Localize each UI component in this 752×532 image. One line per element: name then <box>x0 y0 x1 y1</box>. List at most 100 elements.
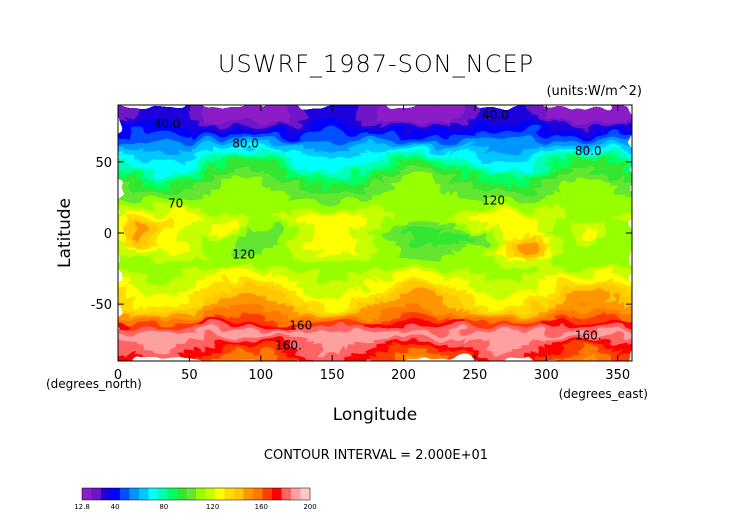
heatmap-cell <box>143 160 153 166</box>
heatmap-cell <box>280 169 290 174</box>
heatmap-cell <box>323 224 333 230</box>
heatmap-cell <box>597 331 607 336</box>
heatmap-cell <box>417 147 427 153</box>
heatmap-cell <box>297 109 308 115</box>
heatmap-cell <box>237 250 248 255</box>
heatmap-cell <box>503 288 513 294</box>
heatmap-cell <box>357 267 368 272</box>
heatmap-cell <box>589 139 599 144</box>
heatmap-cell <box>255 203 265 208</box>
heatmap-cell <box>503 181 513 187</box>
heatmap-cell <box>272 134 282 140</box>
heatmap-cell <box>340 254 350 260</box>
heatmap-cell <box>195 156 205 162</box>
heatmap-cell <box>546 190 556 196</box>
heatmap-cell <box>494 292 505 298</box>
heatmap-cell <box>614 301 625 307</box>
heatmap-cell <box>272 177 282 183</box>
heatmap-cell <box>503 211 513 217</box>
heatmap-cell <box>366 207 376 213</box>
heatmap-cell <box>443 177 453 183</box>
heatmap-cell <box>332 220 342 226</box>
heatmap-cell <box>494 198 505 204</box>
heatmap-cell <box>580 147 590 153</box>
heatmap-cell <box>203 198 213 204</box>
heatmap-cell <box>349 173 359 179</box>
heatmap-cell <box>366 143 376 149</box>
heatmap-cell <box>255 245 265 251</box>
heatmap-cell <box>392 151 402 157</box>
heatmap-cell <box>349 237 359 243</box>
heatmap-cell <box>135 194 145 200</box>
heatmap-cell <box>443 309 453 315</box>
heatmap-cell <box>563 245 573 251</box>
heatmap-cell <box>306 309 316 315</box>
heatmap-cell <box>349 318 359 324</box>
heatmap-cell <box>494 343 505 349</box>
heatmap-cell <box>246 279 256 285</box>
heatmap-cell <box>229 331 239 336</box>
heatmap-cell <box>135 134 145 140</box>
heatmap-cell <box>289 339 299 345</box>
heatmap-cell <box>229 113 239 119</box>
heatmap-cell <box>537 220 547 226</box>
heatmap-cell <box>195 164 205 170</box>
heatmap-cell <box>237 224 248 230</box>
heatmap-cell <box>623 318 632 324</box>
heatmap-cell <box>563 348 573 354</box>
heatmap-cell <box>434 143 445 149</box>
heatmap-cell <box>160 314 170 319</box>
heatmap-cell <box>520 198 530 204</box>
heatmap-cell <box>434 314 445 319</box>
heatmap-cell <box>195 271 205 277</box>
heatmap-cell <box>237 160 248 166</box>
heatmap-cell <box>460 241 470 247</box>
heatmap-cell <box>323 198 333 204</box>
heatmap-cell <box>589 335 599 341</box>
heatmap-cell <box>606 147 616 153</box>
heatmap-cell <box>195 305 205 311</box>
heatmap-cell <box>572 292 582 298</box>
heatmap-cell <box>349 335 359 341</box>
units-label: (units:W/m^2) <box>546 84 642 99</box>
heatmap-cell <box>169 292 179 298</box>
heatmap-cell <box>537 151 547 157</box>
heatmap-cell <box>126 271 136 277</box>
heatmap-cell <box>357 288 368 294</box>
heatmap-cell <box>212 181 222 187</box>
heatmap-cell <box>452 177 462 183</box>
heatmap-cell <box>246 314 256 319</box>
heatmap-cell <box>306 173 316 179</box>
heatmap-cell <box>237 343 248 349</box>
heatmap-cell <box>494 147 505 153</box>
heatmap-cell <box>195 186 205 191</box>
heatmap-cell <box>614 279 625 285</box>
heatmap-cell <box>572 105 582 110</box>
heatmap-cell <box>537 352 547 358</box>
heatmap-cell <box>477 143 487 149</box>
heatmap-cell <box>503 134 513 140</box>
heatmap-cell <box>623 297 632 302</box>
heatmap-cell <box>135 198 145 204</box>
heatmap-cell <box>169 207 179 213</box>
heatmap-cell <box>143 275 153 281</box>
heatmap-cell <box>246 288 256 294</box>
heatmap-cell <box>409 151 419 157</box>
heatmap-cell <box>572 139 582 144</box>
heatmap-cell <box>203 241 213 247</box>
heatmap-cell <box>554 331 565 336</box>
heatmap-cell <box>537 113 547 119</box>
heatmap-cell <box>494 122 505 127</box>
heatmap-cell <box>443 186 453 191</box>
heatmap-cell <box>340 279 350 285</box>
heatmap-cell <box>503 207 513 213</box>
heatmap-cell <box>460 348 470 354</box>
heatmap-cell <box>323 147 333 153</box>
heatmap-cell <box>512 122 522 127</box>
heatmap-cell <box>400 233 410 238</box>
heatmap-cell <box>606 275 616 281</box>
heatmap-cell <box>366 271 376 277</box>
heatmap-cell <box>195 258 205 264</box>
heatmap-cell <box>143 331 153 336</box>
heatmap-cell <box>452 156 462 162</box>
